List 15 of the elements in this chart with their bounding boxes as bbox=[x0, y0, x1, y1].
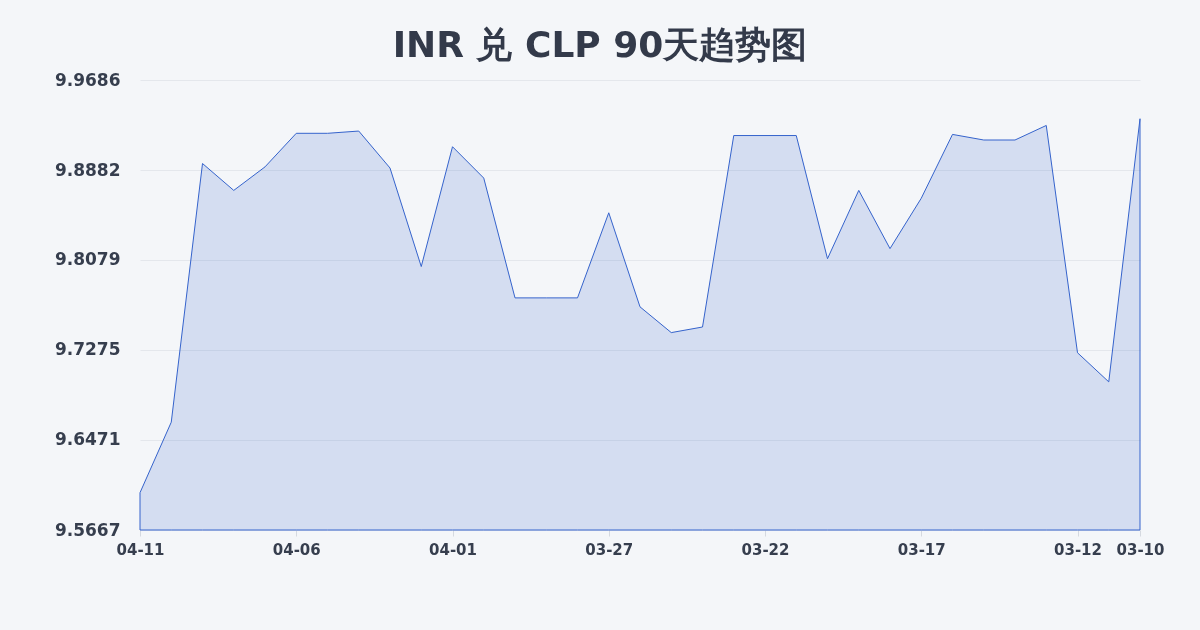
x-tick-label: 03-12 bbox=[1054, 540, 1102, 559]
x-tick-label: 03-10 bbox=[1116, 540, 1165, 559]
x-tick-label: 04-06 bbox=[272, 540, 321, 559]
chart-title: INR 兑 CLP 90天趋势图 bbox=[392, 24, 808, 65]
y-tick-label: 9.6471 bbox=[54, 429, 121, 450]
y-tick-label: 9.8079 bbox=[54, 249, 121, 270]
y-tick-label: 9.8882 bbox=[54, 159, 121, 180]
x-tick-label: 03-27 bbox=[585, 540, 634, 559]
x-tick-label: 03-22 bbox=[741, 540, 790, 559]
y-tick-label: 9.9686 bbox=[54, 69, 121, 90]
x-tick-label: 03-17 bbox=[897, 540, 946, 559]
y-tick-label: 9.7275 bbox=[54, 339, 121, 360]
x-tick-label: 04-11 bbox=[116, 540, 165, 559]
y-tick-label: 9.5667 bbox=[54, 519, 121, 540]
x-tick-label: 04-01 bbox=[429, 540, 477, 559]
